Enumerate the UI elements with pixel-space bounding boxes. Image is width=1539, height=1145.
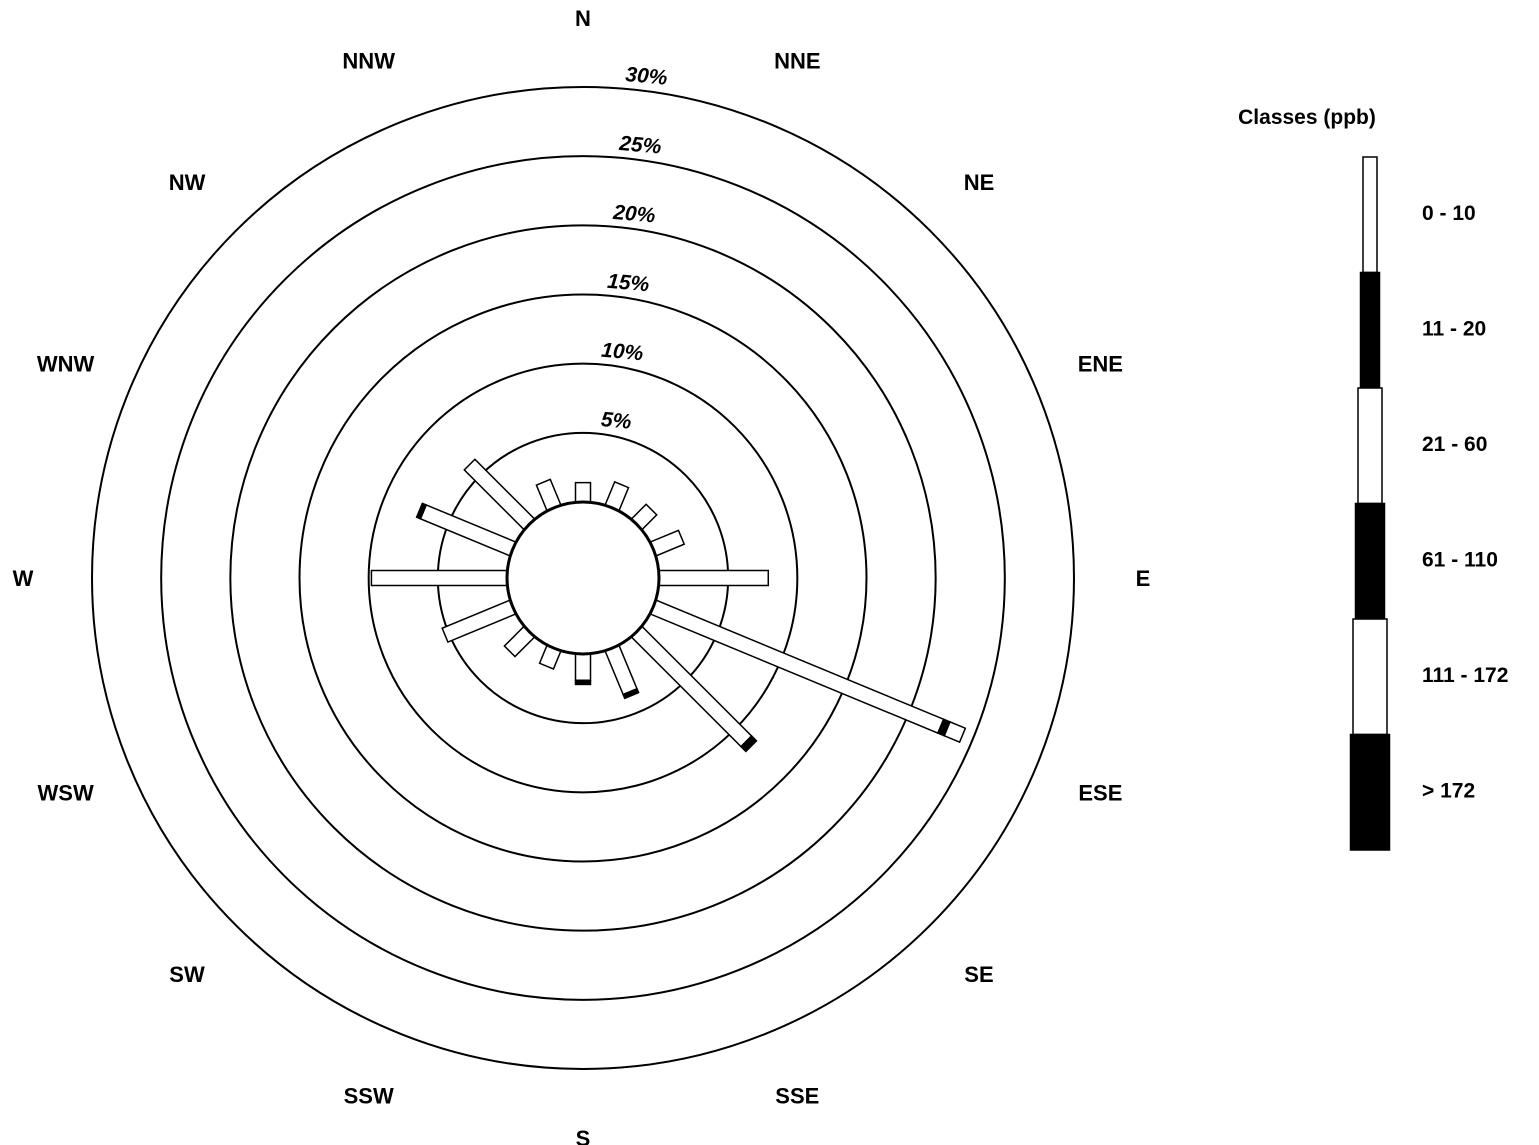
bar-w-class-1	[370, 569, 508, 587]
legend-bar	[1349, 156, 1391, 851]
legend-swatch-5	[1352, 618, 1388, 736]
ring-label-20: 20%	[611, 201, 656, 228]
bar-ese-class-3	[943, 720, 967, 744]
direction-label-w: W	[13, 566, 34, 591]
bar-wsw	[441, 599, 517, 644]
legend-swatch-2	[1359, 271, 1381, 389]
direction-label-n: N	[575, 6, 591, 31]
bar-nw-class-1	[463, 458, 536, 531]
calm-circle	[505, 500, 661, 656]
legend-swatch-1	[1362, 156, 1378, 274]
bar-e	[658, 569, 770, 587]
bar-s-class-2	[574, 679, 592, 686]
direction-label-se: SE	[964, 962, 993, 987]
ring-label-5: 5%	[600, 408, 633, 434]
direction-label-ssw: SSW	[344, 1083, 394, 1108]
legend-swatch-3	[1357, 387, 1383, 505]
direction-label-wnw: WNW	[37, 352, 95, 377]
direction-label-nnw: NNW	[342, 49, 395, 74]
ring-label-15: 15%	[606, 270, 650, 297]
calm-circle-group	[505, 500, 661, 656]
ring-label-30: 30%	[624, 63, 668, 90]
legend-labels: 0 - 10 11 - 20 21 - 60 61 - 110 111 - 172 > 1…	[1422, 202, 1508, 803]
direction-label-ese: ESE	[1078, 780, 1122, 805]
bar-se-class-2	[739, 734, 758, 753]
ring-20-percent	[229, 224, 937, 932]
legend-swatch-6	[1349, 733, 1391, 851]
bar-sse	[604, 644, 640, 700]
bar-wnw	[415, 502, 517, 557]
direction-label-nw: NW	[169, 170, 206, 195]
direction-label-e: E	[1136, 566, 1151, 591]
percent-ring-labels: 5% 10% 15% 20% 25% 30%	[600, 63, 669, 434]
direction-label-s: S	[576, 1126, 591, 1145]
bar-sse-class-1	[604, 644, 638, 696]
bar-se	[630, 625, 758, 753]
bar-s-class-1	[574, 653, 592, 682]
ring-30-percent	[91, 86, 1075, 1070]
bar-s	[574, 653, 592, 686]
ring-25-percent	[160, 155, 1006, 1001]
direction-label-wsw: WSW	[38, 780, 94, 805]
direction-label-nne: NNE	[774, 49, 820, 74]
bar-nw	[463, 458, 536, 531]
legend-label-1: 0 - 10	[1422, 202, 1476, 225]
bar-wnw-class-1	[419, 503, 517, 557]
bar-wsw-class-1	[441, 599, 517, 644]
ring-label-10: 10%	[600, 339, 644, 366]
bar-ese	[649, 599, 967, 744]
bar-e-class-1	[658, 569, 770, 587]
legend-swatch-4	[1354, 502, 1386, 620]
bar-w	[370, 569, 508, 587]
percent-rings	[91, 86, 1075, 1070]
direction-label-sse: SSE	[775, 1083, 819, 1108]
legend-label-3: 21 - 60	[1422, 433, 1487, 456]
direction-label-ene: ENE	[1078, 352, 1123, 377]
legend-title: Classes (ppb)	[1238, 106, 1376, 129]
bar-ese-class-1	[649, 599, 945, 735]
legend-label-6: > 172	[1422, 780, 1475, 803]
ring-10-percent	[367, 362, 799, 794]
direction-labels: N NNE NE ENE E ESE SE SSE S SSW SW WSW W WNW NW NNW	[13, 6, 1151, 1145]
bar-n	[574, 481, 592, 503]
bar-wnw-class-2	[415, 502, 428, 520]
legend: Classes (ppb) 0 - 10 11 - 20 21 - 60 61 - 1…	[1238, 106, 1508, 851]
wind-bars	[370, 458, 967, 753]
legend-label-4: 61 - 110	[1422, 549, 1498, 572]
direction-label-sw: SW	[169, 962, 205, 987]
legend-label-2: 11 - 20	[1422, 318, 1486, 341]
ring-15-percent	[298, 293, 868, 863]
bar-n-class-1	[574, 481, 592, 503]
direction-label-ne: NE	[964, 170, 995, 195]
bar-sse-class-2	[622, 687, 640, 700]
ring-label-25: 25%	[617, 132, 662, 159]
legend-label-5: 111 - 172	[1422, 664, 1508, 687]
